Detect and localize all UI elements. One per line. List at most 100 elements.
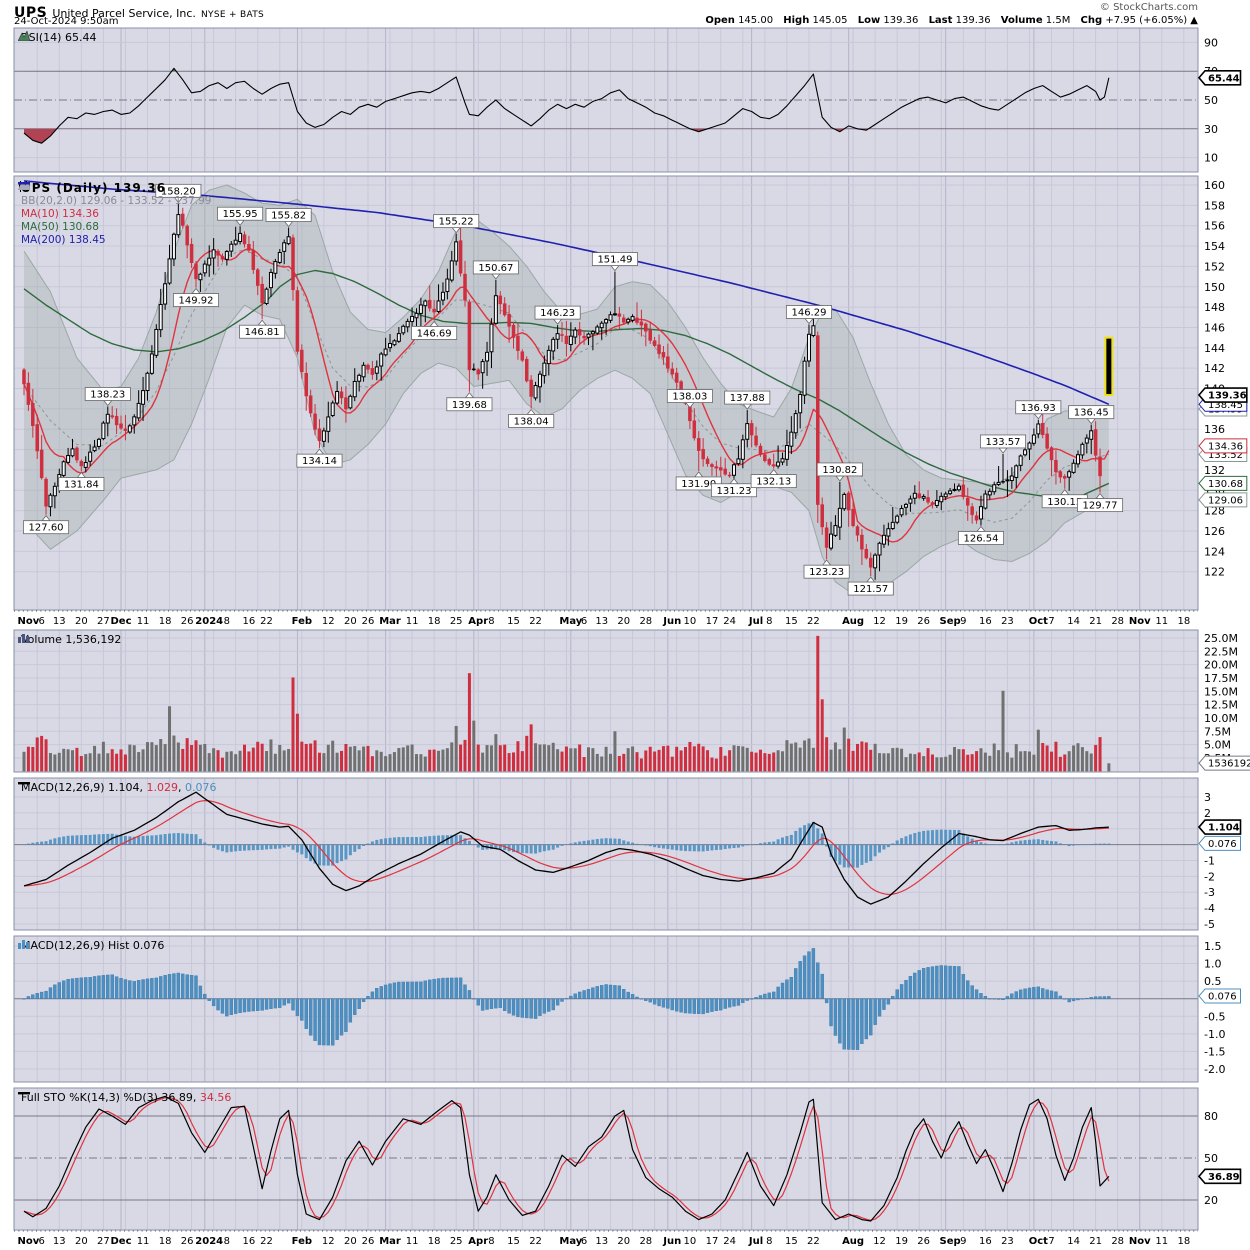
axis-value-tag: 1536192.0 — [1198, 755, 1250, 771]
svg-text:15: 15 — [507, 616, 520, 627]
svg-text:10: 10 — [1204, 152, 1218, 165]
svg-text:11: 11 — [406, 616, 419, 627]
price-callout: 123.23 — [803, 559, 850, 579]
price-callout: 133.57 — [980, 434, 1027, 454]
high-label: High — [783, 15, 810, 26]
svg-text:2024: 2024 — [195, 616, 223, 627]
date-axis: Nov 6 13 20 27 Dec 11 18 26 2024 8 16 22 Feb 12 20 26 Mar… — [18, 616, 1191, 627]
axis-value-tag: 139.36 — [1197, 387, 1248, 403]
svg-text:17: 17 — [706, 616, 719, 627]
svg-text:129.06: 129.06 — [1208, 495, 1243, 506]
macd-panel — [13, 777, 1199, 931]
svg-text:6: 6 — [581, 616, 587, 627]
svg-text:-4: -4 — [1204, 902, 1215, 915]
svg-text:25: 25 — [450, 616, 463, 627]
svg-text:126: 126 — [1204, 525, 1225, 538]
svg-text:138.04: 138.04 — [514, 416, 549, 427]
price-callout: 126.54 — [957, 525, 1004, 545]
svg-text:13: 13 — [53, 616, 66, 627]
svg-text:18: 18 — [428, 1236, 441, 1247]
svg-text:11: 11 — [137, 616, 150, 627]
svg-text:24: 24 — [723, 616, 736, 627]
svg-text:8: 8 — [766, 1236, 772, 1247]
svg-text:131.23: 131.23 — [717, 486, 752, 497]
svg-text:11: 11 — [137, 1236, 150, 1247]
svg-text:16: 16 — [979, 1236, 992, 1247]
svg-text:Jul: Jul — [748, 616, 763, 627]
svg-text:23: 23 — [1001, 1236, 1014, 1247]
svg-text:17: 17 — [706, 1236, 719, 1247]
svg-text:8: 8 — [766, 616, 772, 627]
axis-value-tag: 0.076 — [1198, 988, 1241, 1004]
svg-text:133.52: 133.52 — [1208, 450, 1243, 461]
svg-text:6: 6 — [38, 1236, 44, 1247]
volume-label: Volume — [1000, 15, 1043, 26]
svg-text:19: 19 — [895, 616, 908, 627]
price-callout: 130.82 — [816, 462, 863, 482]
svg-text:158.20: 158.20 — [161, 186, 196, 197]
open-value: 145.00 — [738, 15, 774, 26]
sto-legend: Full STO %K(14,3) %D(3) 36.89, 34.56 — [18, 1091, 231, 1104]
price-callout: 131.90 — [675, 471, 722, 491]
svg-text:22: 22 — [529, 616, 542, 627]
svg-text:16: 16 — [243, 616, 256, 627]
macd-hist-legend: MACD(12,26,9) Hist 0.076 — [18, 939, 164, 952]
svg-text:14: 14 — [1067, 1236, 1080, 1247]
high-value: 145.05 — [812, 15, 848, 26]
svg-text:15: 15 — [785, 1236, 798, 1247]
svg-text:12: 12 — [322, 1236, 335, 1247]
svg-text:20.0M: 20.0M — [1204, 659, 1238, 672]
svg-text:50: 50 — [1204, 94, 1218, 107]
svg-text:8: 8 — [224, 616, 230, 627]
svg-text:24: 24 — [723, 1236, 736, 1247]
price-callout: 121.57 — [847, 576, 894, 596]
svg-text:15.0M: 15.0M — [1204, 685, 1238, 698]
svg-text:-2: -2 — [1204, 870, 1215, 883]
svg-text:20: 20 — [617, 616, 630, 627]
svg-text:138.45: 138.45 — [1208, 400, 1243, 411]
price-callouts: 127.60 131.84 138.23 158.20 149.92 155.95 146.… — [23, 183, 1124, 596]
svg-text:26: 26 — [181, 1236, 194, 1247]
svg-text:2024: 2024 — [195, 1236, 223, 1247]
open-label: Open — [705, 15, 735, 26]
svg-text:128: 128 — [1204, 505, 1225, 518]
low-value: 139.36 — [883, 15, 919, 26]
svg-text:152: 152 — [1204, 260, 1225, 273]
rsi-legend: RSI(14) 65.44 — [18, 31, 96, 44]
svg-text:20: 20 — [344, 1236, 357, 1247]
axis-value-tag: 1.104 — [1197, 819, 1242, 835]
volume-panel — [13, 629, 1199, 773]
svg-text:5.0M: 5.0M — [1204, 739, 1231, 752]
svg-text:Nov: Nov — [18, 616, 40, 627]
svg-text:Apr: Apr — [468, 616, 488, 627]
svg-text:1.0: 1.0 — [1204, 958, 1222, 971]
svg-text:18: 18 — [159, 616, 172, 627]
svg-text:139.36: 139.36 — [1208, 391, 1247, 402]
svg-text:Feb: Feb — [292, 616, 312, 627]
svg-text:Feb: Feb — [292, 1236, 312, 1247]
svg-text:7: 7 — [1048, 616, 1054, 627]
svg-text:146.81: 146.81 — [245, 327, 280, 338]
svg-text:Aug: Aug — [842, 1236, 864, 1247]
date-axis: Nov 6 13 20 27 Dec 11 18 26 2024 8 16 22 Feb 12 20 26 Mar… — [18, 1236, 1191, 1247]
price-callout: 151.49 — [591, 252, 638, 272]
svg-text:20: 20 — [1204, 1194, 1218, 1207]
volume-legend: Volume 1,536,192 — [18, 633, 121, 646]
svg-text:9: 9 — [960, 1236, 966, 1247]
svg-text:9: 9 — [960, 616, 966, 627]
svg-text:26: 26 — [362, 1236, 375, 1247]
svg-text:13: 13 — [53, 1236, 66, 1247]
svg-text:23: 23 — [1001, 616, 1014, 627]
svg-text:May: May — [559, 616, 582, 627]
svg-text:144: 144 — [1204, 342, 1225, 355]
svg-text:27: 27 — [97, 616, 110, 627]
svg-text:149.92: 149.92 — [178, 296, 213, 307]
svg-text:Mar: Mar — [379, 1236, 401, 1247]
svg-text:146.69: 146.69 — [417, 328, 452, 339]
price-callout: 138.03 — [666, 389, 713, 409]
svg-text:6: 6 — [581, 1236, 587, 1247]
price-callout: 146.81 — [239, 319, 286, 339]
price-callout: 130.15 — [1041, 489, 1088, 509]
